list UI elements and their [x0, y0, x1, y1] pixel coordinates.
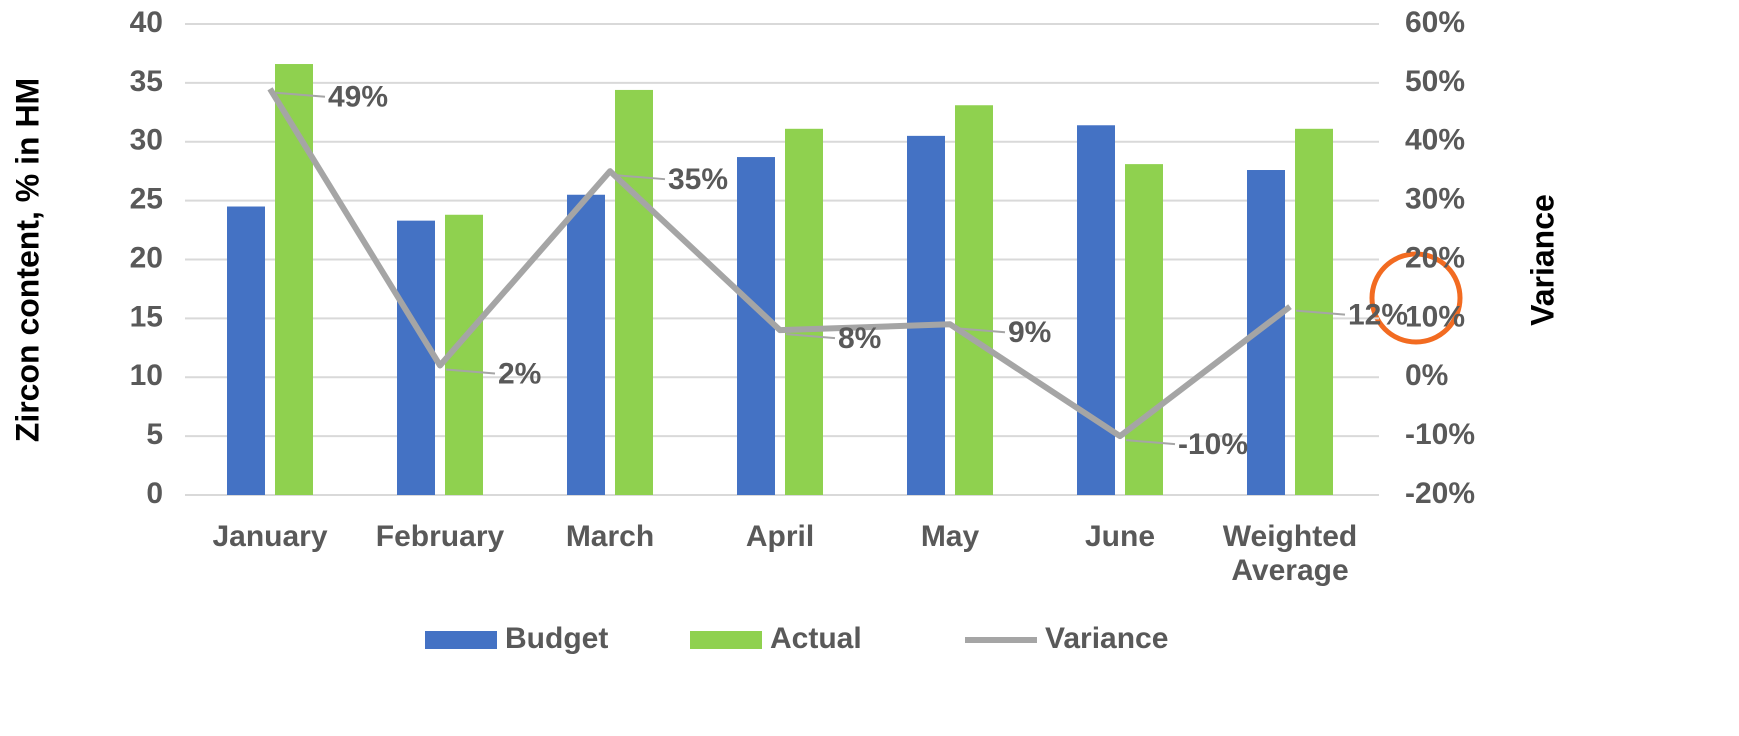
y2-axis-title: Variance [1524, 194, 1560, 326]
data-label: 2% [498, 357, 541, 390]
bar [567, 194, 605, 496]
y2-tick-label: -10% [1405, 418, 1475, 451]
bar [907, 135, 945, 496]
bar [1125, 164, 1163, 495]
label-leader [275, 91, 326, 98]
legend-label: Budget [505, 622, 608, 655]
y-tick-label: 0 [146, 477, 163, 510]
y-tick-label: 10 [130, 359, 163, 392]
legend-swatch [690, 631, 762, 649]
bar [737, 157, 775, 495]
legend-label: Actual [770, 622, 862, 655]
data-label: -10% [1178, 428, 1248, 461]
data-label: 49% [328, 81, 388, 114]
y2-tick-label: 10% [1405, 300, 1465, 333]
y-tick-label: 15 [130, 300, 163, 333]
x-tick-label: May [920, 520, 980, 553]
bar [227, 206, 265, 495]
x-tick-label: February [375, 520, 505, 553]
bar [785, 128, 823, 496]
bar [1077, 125, 1115, 495]
x-tick-label: March [565, 520, 655, 553]
data-label: 8% [838, 322, 881, 355]
y-tick-label: 30 [130, 124, 163, 157]
bar [615, 89, 653, 495]
label-leader [955, 327, 1006, 334]
data-label: 12% [1348, 299, 1408, 332]
label-leader [615, 174, 666, 181]
data-label: 9% [1008, 316, 1051, 349]
x-tick-label: June [1084, 520, 1156, 553]
x-tick-label: April [745, 520, 815, 553]
highlight-circle [1369, 251, 1463, 345]
label-leader [445, 368, 496, 375]
y2-tick-label: -20% [1405, 477, 1475, 510]
label-leader [1295, 309, 1346, 316]
y-tick-label: 20 [130, 241, 163, 274]
y-tick-label: 35 [130, 65, 163, 98]
data-label: 35% [668, 163, 728, 196]
legend-label: Variance [1045, 622, 1168, 655]
line-series [267, 87, 1292, 440]
y2-tick-label: 20% [1405, 241, 1465, 274]
x-tick-label: January [212, 520, 328, 553]
y-tick-label: 25 [130, 183, 163, 216]
y2-tick-label: 40% [1405, 124, 1465, 157]
label-leader [785, 333, 836, 340]
bar [397, 220, 435, 495]
y2-tick-label: 30% [1405, 183, 1465, 216]
bar [275, 64, 313, 495]
bar [955, 105, 993, 495]
label-leader [1125, 439, 1176, 446]
x-tick-label: Weighted Average [1222, 520, 1358, 587]
y-tick-label: 5 [146, 418, 163, 451]
y2-tick-label: 0% [1405, 359, 1448, 392]
y2-tick-label: 50% [1405, 65, 1465, 98]
y-tick-label: 40 [130, 6, 163, 39]
legend-swatch [425, 631, 497, 649]
y-axis-title: Zircon content, % in HM [9, 78, 45, 442]
y2-tick-label: 60% [1405, 6, 1465, 39]
